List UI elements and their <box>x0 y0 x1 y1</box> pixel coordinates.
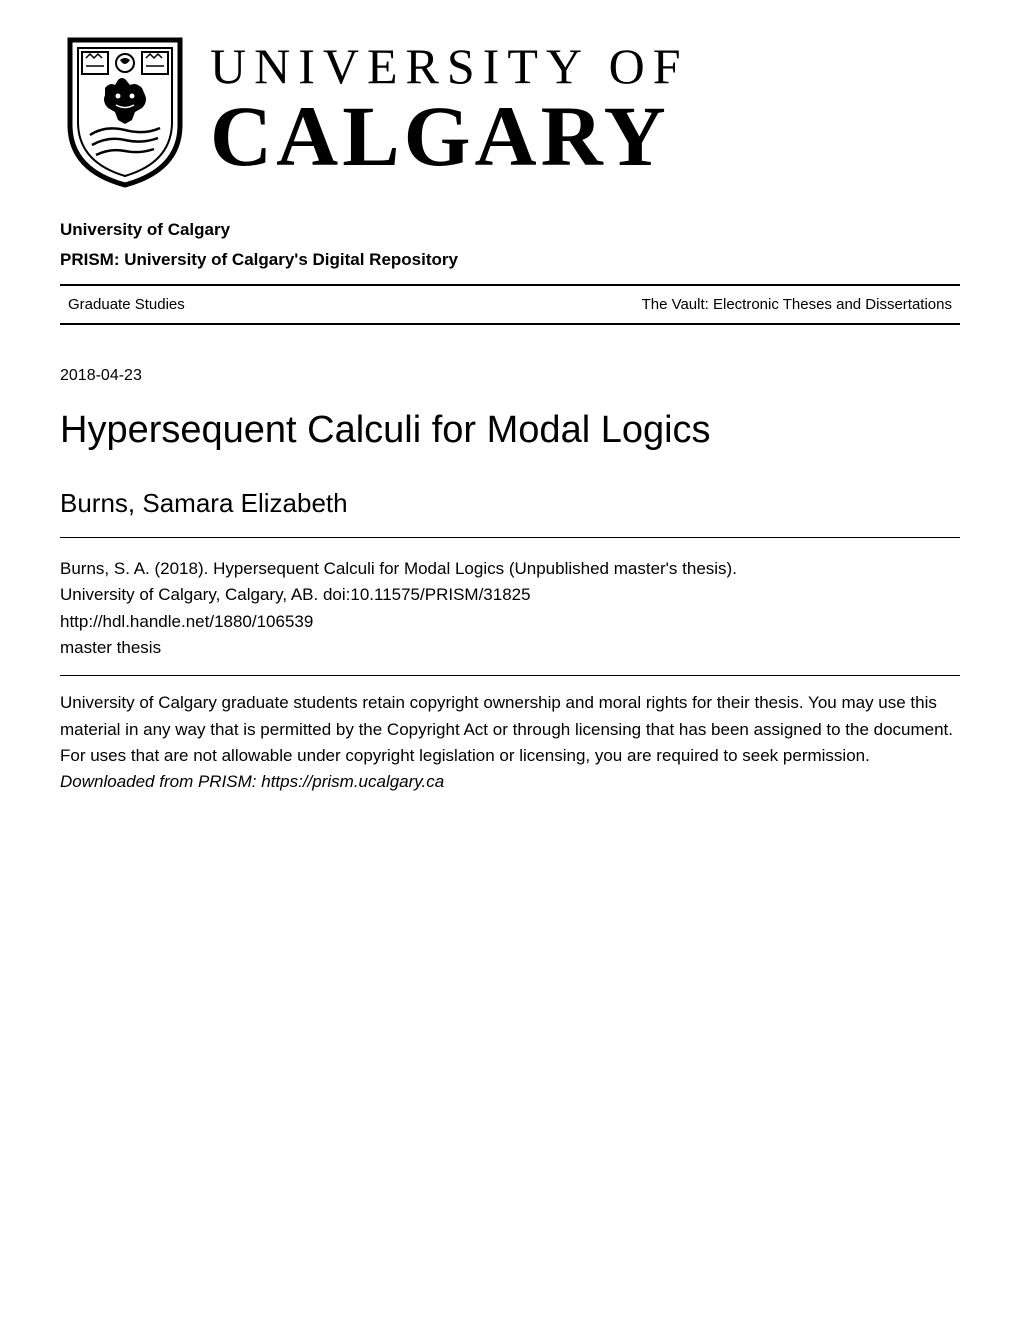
wordmark-line1: UNIVERSITY OF <box>210 41 689 91</box>
logo-section: UNIVERSITY OF CALGARY <box>60 30 960 190</box>
citation-handle: http://hdl.handle.net/1880/106539 <box>60 609 960 635</box>
citation-type: master thesis <box>60 635 960 661</box>
university-wordmark: UNIVERSITY OF CALGARY <box>210 41 689 179</box>
institution-name: University of Calgary <box>60 220 960 240</box>
rights-block: University of Calgary graduate students … <box>60 676 960 795</box>
document-title: Hypersequent Calculi for Modal Logics <box>60 409 960 452</box>
meta-row: Graduate Studies The Vault: Electronic T… <box>60 286 960 323</box>
meta-left: Graduate Studies <box>68 296 185 313</box>
rights-text: University of Calgary graduate students … <box>60 690 960 769</box>
document-date: 2018-04-23 <box>60 367 960 385</box>
wordmark-line2: CALGARY <box>210 93 689 179</box>
university-shield-icon <box>60 30 190 190</box>
repository-name: PRISM: University of Calgary's Digital R… <box>60 250 960 270</box>
citation-line1: Burns, S. A. (2018). Hypersequent Calcul… <box>60 556 960 582</box>
meta-right: The Vault: Electronic Theses and Dissert… <box>642 296 952 313</box>
citation-line2: University of Calgary, Calgary, AB. doi:… <box>60 582 960 608</box>
document-author: Burns, Samara Elizabeth <box>60 488 960 519</box>
divider-meta <box>60 323 960 325</box>
download-source: Downloaded from PRISM: https://prism.uca… <box>60 769 960 795</box>
citation-block: Burns, S. A. (2018). Hypersequent Calcul… <box>60 538 960 675</box>
